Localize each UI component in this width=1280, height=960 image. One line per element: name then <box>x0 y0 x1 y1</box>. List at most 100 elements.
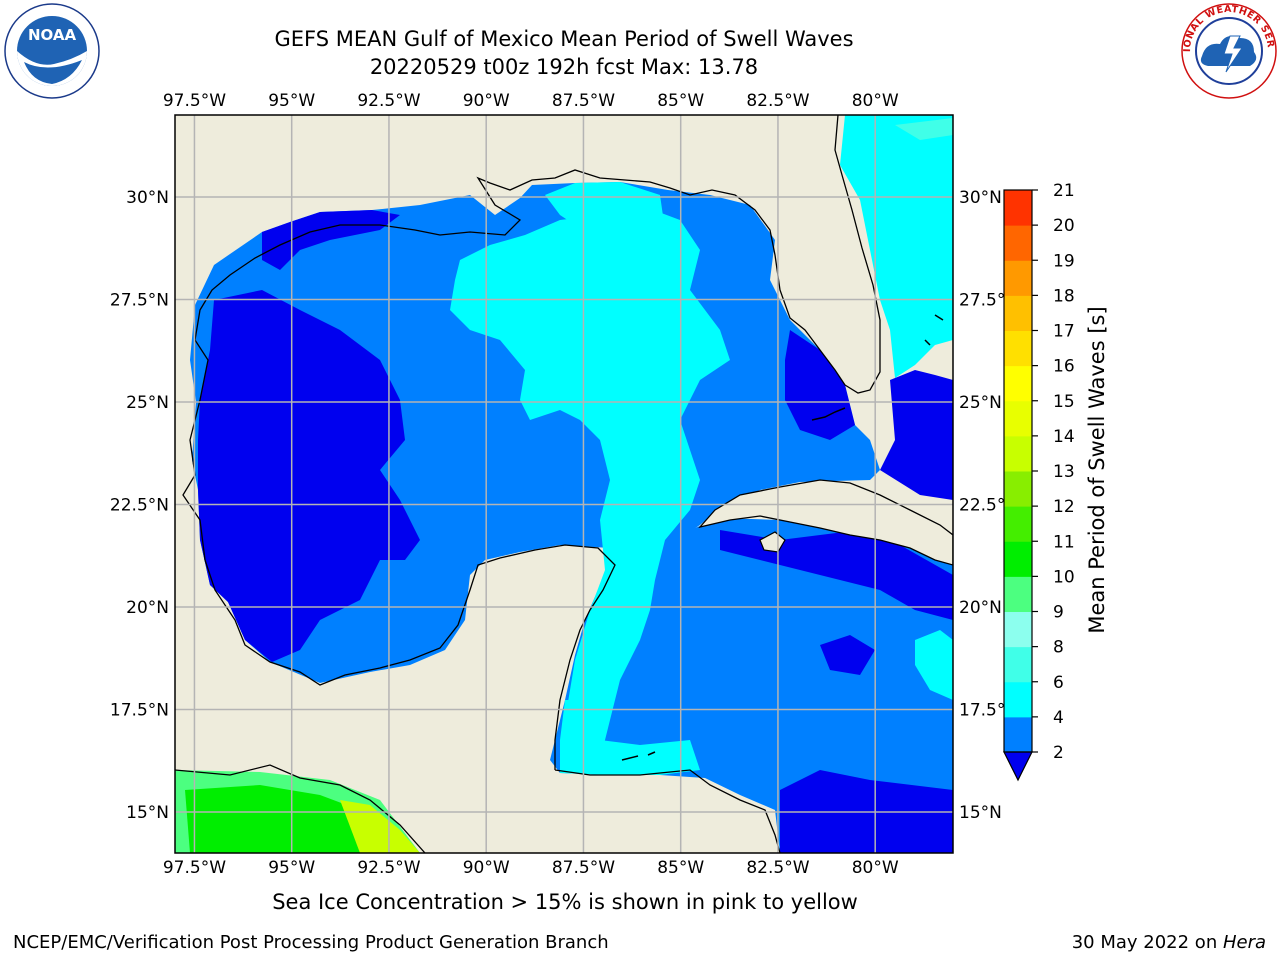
caribbean-east-4-6s <box>915 630 953 700</box>
atlantic-water-6-8s <box>895 118 953 140</box>
lon-label-bottom: 95°W <box>268 858 315 878</box>
gulf-coastline <box>182 169 846 770</box>
cuba-land <box>698 479 953 566</box>
lon-label-top: 92.5°W <box>357 91 420 111</box>
longitude-labels-bottom: 97.5°W 95°W 92.5°W 90°W 87.5°W 85°W 82.5°W 80°W <box>163 858 899 878</box>
western-gulf-0-2s <box>198 290 420 662</box>
pacific-coastline <box>175 764 426 853</box>
sea-ice-note: Sea Ice Concentration > 15% is shown in … <box>272 890 858 914</box>
lon-label-bottom: 87.5°W <box>552 858 615 878</box>
colorbar-bin <box>1004 576 1032 612</box>
florida-east-coastline <box>834 115 881 394</box>
lon-label-bottom: 85°W <box>657 858 704 878</box>
colorbar-bin <box>1004 611 1032 648</box>
colorbar-bin <box>1004 681 1032 718</box>
footer-date-text: 30 May 2022 on <box>1071 932 1223 953</box>
atlantic-water <box>840 115 953 378</box>
lat-label-right: 30°N <box>959 188 1002 208</box>
colorbar-tick-label: 14 <box>1053 427 1075 447</box>
colorbar-tick-label: 4 <box>1053 708 1064 728</box>
colorbar-bin <box>1004 541 1032 577</box>
lat-label-right: 27.5°N <box>959 291 1018 311</box>
lat-label-left: 22.5°N <box>110 496 169 516</box>
colorbar-bin <box>1004 471 1032 507</box>
lat-label-left: 25°N <box>126 393 169 413</box>
lon-label-bottom: 82.5°W <box>746 858 809 878</box>
longitude-labels-top: 97.5°W 95°W 92.5°W 90°W 87.5°W 85°W 82.5°W 80°W <box>163 91 899 111</box>
florida-shelf-0-2s <box>785 330 855 440</box>
colorbar-tick-label: 21 <box>1053 181 1075 201</box>
colorbar-tick-label: 11 <box>1053 532 1075 552</box>
honduras-islands <box>621 751 656 761</box>
colorbar-tick-label: 9 <box>1053 603 1064 623</box>
graticule <box>175 115 953 853</box>
colorbar-tick-label: 8 <box>1053 638 1064 658</box>
florida-keys <box>811 407 846 421</box>
colorbar-bin <box>1004 330 1032 367</box>
lon-label-top: 85°W <box>657 91 704 111</box>
lon-label-bottom: 80°W <box>852 858 899 878</box>
lat-label-left: 27.5°N <box>110 291 169 311</box>
colorbar-tick-label: 16 <box>1053 357 1075 377</box>
colorbar-bin <box>1004 295 1032 331</box>
bahamas <box>924 314 944 346</box>
central-america-coastline <box>554 769 781 853</box>
chart-title: GEFS MEAN Gulf of Mexico Mean Period of … <box>274 27 854 51</box>
lon-label-bottom: 90°W <box>463 858 510 878</box>
pacific-water-11-12s <box>185 785 390 853</box>
colorbar-bin <box>1004 646 1032 683</box>
lon-label-top: 80°W <box>852 91 899 111</box>
lat-label-right: 17.5°N <box>959 701 1018 721</box>
latitude-labels-left: 30°N 27.5°N 25°N 22.5°N 20°N 17.5°N 15°N <box>110 188 169 823</box>
lat-label-left: 20°N <box>126 598 169 618</box>
svg-text:NOAA: NOAA <box>28 26 77 44</box>
footer-date: 30 May 2022 on Hera <box>1072 932 1266 953</box>
colorbar-tick-label: 15 <box>1053 392 1075 412</box>
colorbar-bin <box>1004 435 1032 472</box>
chart-subtitle-run-info: 20220529 t00z 192h fcst Max: 13.78 <box>369 55 759 79</box>
colorbar-bin <box>1004 506 1032 542</box>
lon-label-top: 95°W <box>268 91 315 111</box>
yucatan-shelf-4-6s <box>560 700 700 775</box>
noaa-logo: NOAA <box>4 3 100 99</box>
colorbar-bin <box>1004 400 1032 437</box>
lon-label-top: 97.5°W <box>163 91 226 111</box>
pacific-water-12-13s <box>340 800 420 853</box>
colorbar-tick-label: 6 <box>1053 673 1064 693</box>
lon-label-top: 90°W <box>463 91 510 111</box>
isle-of-youth <box>759 531 786 553</box>
colorbar-bin <box>1004 365 1032 402</box>
colorbar-label: Mean Period of Swell Waves [s] <box>1085 306 1109 634</box>
colorbar-tick-label: 2 <box>1053 743 1064 763</box>
colorbar-bin <box>1004 225 1032 261</box>
latitude-labels-right: 30°N 27.5°N 25°N 22.5°N 20°N 17.5°N 15°N <box>959 188 1018 823</box>
lat-label-right: 20°N <box>959 598 1002 618</box>
caribbean-patch-0-2s <box>820 635 875 675</box>
colorbar-extend-triangle <box>1003 751 1033 782</box>
colorbar-bin <box>1004 260 1032 296</box>
colorbar-tick-label: 17 <box>1053 322 1075 342</box>
lon-label-top: 82.5°W <box>746 91 809 111</box>
colorbar: 2 4 6 8 9 10 11 12 13 14 15 16 17 18 19 20 21 <box>1003 181 1075 782</box>
lat-label-right: 25°N <box>959 393 1002 413</box>
colorbar-tick-label: 18 <box>1053 286 1075 306</box>
lat-label-left: 17.5°N <box>110 701 169 721</box>
footer-credit: NCEP/EMC/Verification Post Processing Pr… <box>13 932 609 953</box>
lat-label-left: 15°N <box>126 803 169 823</box>
colorbar-tick-label: 19 <box>1053 251 1075 271</box>
colorbar-bin <box>1004 716 1032 753</box>
lat-label-right: 22.5°N <box>959 496 1018 516</box>
nws-logo: NATIONAL WEATHER SERVICE <box>1180 2 1277 99</box>
central-gulf-4-6s <box>450 205 730 770</box>
colorbar-bin <box>1004 190 1032 226</box>
lat-label-left: 30°N <box>126 188 169 208</box>
colorbar-tick-label: 10 <box>1053 567 1075 587</box>
lon-label-bottom: 97.5°W <box>163 858 226 878</box>
footer-host: Hera <box>1222 932 1266 953</box>
lon-label-bottom: 92.5°W <box>357 858 420 878</box>
colorbar-tick-label: 12 <box>1053 497 1075 517</box>
lat-label-right: 15°N <box>959 803 1002 823</box>
lon-label-top: 87.5°W <box>552 91 615 111</box>
colorbar-tick-label: 20 <box>1053 216 1075 236</box>
